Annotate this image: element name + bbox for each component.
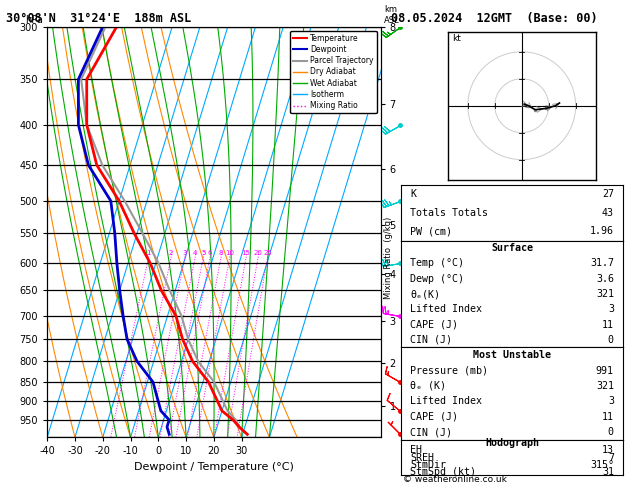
Text: StmSpd (kt): StmSpd (kt) bbox=[410, 467, 476, 477]
Text: CAPE (J): CAPE (J) bbox=[410, 412, 458, 422]
Text: 43: 43 bbox=[602, 208, 614, 218]
Text: 6: 6 bbox=[208, 250, 212, 256]
Text: 25: 25 bbox=[263, 250, 272, 256]
Text: 11: 11 bbox=[602, 320, 614, 330]
Text: 991: 991 bbox=[596, 365, 614, 376]
X-axis label: Dewpoint / Temperature (°C): Dewpoint / Temperature (°C) bbox=[134, 462, 294, 472]
Text: 3: 3 bbox=[182, 250, 187, 256]
Text: 5: 5 bbox=[201, 250, 206, 256]
Text: Lifted Index: Lifted Index bbox=[410, 304, 482, 314]
Text: Pressure (mb): Pressure (mb) bbox=[410, 365, 488, 376]
Text: 10: 10 bbox=[225, 250, 234, 256]
Text: K: K bbox=[410, 189, 416, 199]
Text: 11: 11 bbox=[602, 412, 614, 422]
Text: © weatheronline.co.uk: © weatheronline.co.uk bbox=[403, 474, 506, 484]
Text: Mixing Ratio  (g/kg): Mixing Ratio (g/kg) bbox=[384, 216, 392, 299]
Text: 4: 4 bbox=[193, 250, 198, 256]
Text: 20: 20 bbox=[253, 250, 262, 256]
Text: 27: 27 bbox=[602, 189, 614, 199]
Text: θₑ(K): θₑ(K) bbox=[410, 289, 440, 299]
Text: EH: EH bbox=[410, 446, 422, 455]
Text: Lifted Index: Lifted Index bbox=[410, 397, 482, 406]
Text: Dewp (°C): Dewp (°C) bbox=[410, 274, 464, 284]
Text: Most Unstable: Most Unstable bbox=[473, 350, 551, 360]
Text: 3.6: 3.6 bbox=[596, 274, 614, 284]
Legend: Temperature, Dewpoint, Parcel Trajectory, Dry Adiabat, Wet Adiabat, Isotherm, Mi: Temperature, Dewpoint, Parcel Trajectory… bbox=[291, 31, 377, 113]
Text: 3: 3 bbox=[608, 304, 614, 314]
Text: θₑ (K): θₑ (K) bbox=[410, 381, 446, 391]
Text: 31: 31 bbox=[602, 467, 614, 477]
Text: SREH: SREH bbox=[410, 452, 434, 463]
Text: Hodograph: Hodograph bbox=[485, 438, 539, 449]
Text: 2: 2 bbox=[169, 250, 173, 256]
Text: 13: 13 bbox=[602, 446, 614, 455]
Text: 321: 321 bbox=[596, 381, 614, 391]
Text: 315°: 315° bbox=[590, 460, 614, 469]
Text: 30°08'N  31°24'E  188m ASL: 30°08'N 31°24'E 188m ASL bbox=[6, 12, 192, 25]
Text: 1.96: 1.96 bbox=[590, 226, 614, 236]
Text: 8: 8 bbox=[219, 250, 223, 256]
Text: 0: 0 bbox=[608, 335, 614, 345]
Text: Surface: Surface bbox=[491, 243, 533, 253]
Text: 0: 0 bbox=[608, 427, 614, 437]
Text: StmDir: StmDir bbox=[410, 460, 446, 469]
Text: 15: 15 bbox=[242, 250, 250, 256]
Text: 1: 1 bbox=[147, 250, 151, 256]
Text: hPa: hPa bbox=[26, 15, 43, 25]
Text: PW (cm): PW (cm) bbox=[410, 226, 452, 236]
Text: 321: 321 bbox=[596, 289, 614, 299]
Text: 7: 7 bbox=[608, 452, 614, 463]
Text: CAPE (J): CAPE (J) bbox=[410, 320, 458, 330]
Text: CIN (J): CIN (J) bbox=[410, 427, 452, 437]
Text: CIN (J): CIN (J) bbox=[410, 335, 452, 345]
Text: 31.7: 31.7 bbox=[590, 259, 614, 268]
Text: 08.05.2024  12GMT  (Base: 00): 08.05.2024 12GMT (Base: 00) bbox=[391, 12, 598, 25]
Text: kt: kt bbox=[452, 34, 460, 43]
Text: km
ASL: km ASL bbox=[384, 5, 399, 25]
Text: Totals Totals: Totals Totals bbox=[410, 208, 488, 218]
Text: Temp (°C): Temp (°C) bbox=[410, 259, 464, 268]
Text: 3: 3 bbox=[608, 397, 614, 406]
